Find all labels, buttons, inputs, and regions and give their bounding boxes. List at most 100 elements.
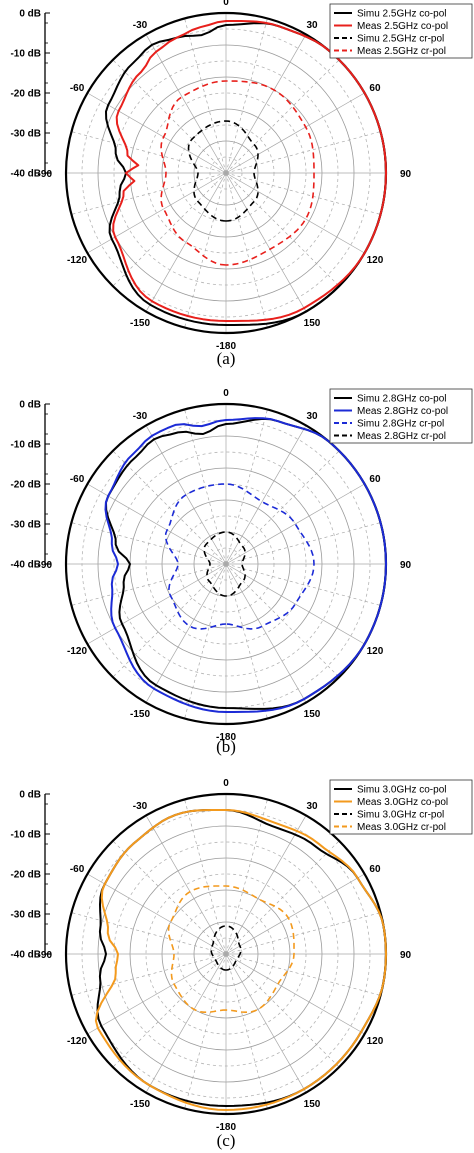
grid-spoke	[71, 172, 227, 215]
grid-spoke	[225, 172, 268, 328]
grid-spoke	[71, 563, 227, 606]
grid-spoke	[184, 172, 227, 328]
legend-entry: Meas 3.0GHz cr-pol	[357, 822, 446, 833]
angle-label: 30	[306, 20, 318, 31]
grid-spoke	[225, 92, 365, 174]
angle-label: 60	[369, 474, 381, 485]
legend-box	[329, 779, 473, 835]
r-tick-label: -40 dB	[10, 560, 41, 571]
angle-label: 90	[400, 560, 412, 571]
r-tick-label: -20 dB	[10, 870, 41, 881]
grid-spoke	[184, 409, 227, 565]
angle-label: -120	[67, 255, 87, 266]
angle-label: -120	[67, 1036, 87, 1047]
r-tick-label: -10 dB	[10, 830, 41, 841]
series-line	[167, 885, 295, 1013]
grid-spoke	[225, 59, 340, 174]
grid-spoke	[87, 873, 227, 955]
grid-spoke	[87, 172, 227, 254]
grid-spoke	[225, 172, 340, 287]
grid-spoke	[225, 172, 381, 215]
grid-spoke	[184, 563, 227, 719]
angle-label: 150	[304, 318, 321, 329]
angle-label: 0	[223, 778, 229, 789]
grid-spoke	[87, 92, 227, 174]
angle-label: 60	[369, 864, 381, 875]
grid-spoke	[145, 34, 227, 174]
angle-label: 30	[306, 411, 318, 422]
angle-label: -180	[216, 732, 236, 743]
polar-chart-2: 0 30 60 90 120 150 -180 -150 -120 -90 -60 -30 0 dB -1…	[10, 388, 473, 756]
angle-label: 150	[304, 709, 321, 720]
angle-label: 150	[304, 1099, 321, 1110]
grid-spoke	[71, 131, 227, 174]
r-tick-label: 0 dB	[19, 790, 41, 801]
grid-spoke	[71, 912, 227, 955]
angle-label: 0	[223, 388, 229, 399]
angle-label: 0	[223, 0, 229, 8]
r-tick-label: -30 dB	[10, 129, 41, 140]
grid-spoke	[184, 18, 227, 174]
grid-spoke	[225, 131, 381, 174]
grid-spoke	[225, 563, 268, 719]
grid-spoke	[225, 18, 268, 174]
angle-label: -30	[133, 20, 148, 31]
angle-label: -180	[216, 1122, 236, 1133]
grid-spoke	[225, 172, 307, 312]
legend-entry: Simu 2.5GHz cr-pol	[357, 34, 444, 45]
legend-box	[329, 388, 473, 444]
angle-label: -30	[133, 801, 148, 812]
r-tick-label: -10 dB	[10, 440, 41, 451]
panel-caption: (b)	[216, 737, 236, 756]
grid-spoke	[225, 912, 381, 955]
grid-spoke	[225, 522, 381, 565]
grid-spoke	[87, 953, 227, 1035]
angle-label: 90	[400, 169, 412, 180]
grid-spoke	[225, 840, 340, 955]
angle-label: -60	[70, 864, 85, 875]
grid-spoke	[225, 563, 381, 606]
angle-label: -120	[67, 646, 87, 657]
grid-spoke	[225, 953, 340, 1068]
grid-spoke	[225, 34, 307, 174]
series-line	[96, 809, 387, 1107]
angle-label: 120	[367, 646, 384, 657]
series-line	[203, 531, 246, 597]
grid-spoke	[225, 450, 340, 565]
series-line	[104, 417, 387, 713]
grid-spoke	[71, 953, 227, 996]
angle-label: -90	[38, 169, 53, 180]
grid-spoke	[112, 450, 227, 565]
grid-spoke	[112, 563, 227, 678]
angle-label: 120	[367, 255, 384, 266]
series-line	[164, 483, 315, 630]
grid-spoke	[184, 799, 227, 955]
angle-label: 120	[367, 1036, 384, 1047]
legend-box	[329, 3, 473, 59]
grid-spoke	[112, 172, 227, 287]
grid-spoke	[225, 563, 307, 703]
grid-spoke	[225, 953, 381, 996]
grid-spoke	[225, 953, 307, 1093]
grid-spoke	[145, 172, 227, 312]
grid-spoke	[225, 425, 307, 565]
series-line	[187, 120, 259, 222]
r-tick-label: -40 dB	[10, 950, 41, 961]
legend-entry: Simu 3.0GHz cr-pol	[357, 810, 444, 821]
grid-spoke	[112, 953, 227, 1068]
grid-spoke	[225, 815, 307, 955]
grid-spoke	[225, 563, 365, 645]
angle-label: 30	[306, 801, 318, 812]
angle-label: -60	[70, 474, 85, 485]
r-tick-label: 0 dB	[19, 400, 41, 411]
series-line	[112, 20, 387, 322]
grid-spoke	[87, 563, 227, 645]
grid-spoke	[112, 840, 227, 955]
panel-caption: (a)	[217, 349, 236, 368]
series-line	[94, 809, 387, 1111]
angle-label: -180	[216, 341, 236, 352]
